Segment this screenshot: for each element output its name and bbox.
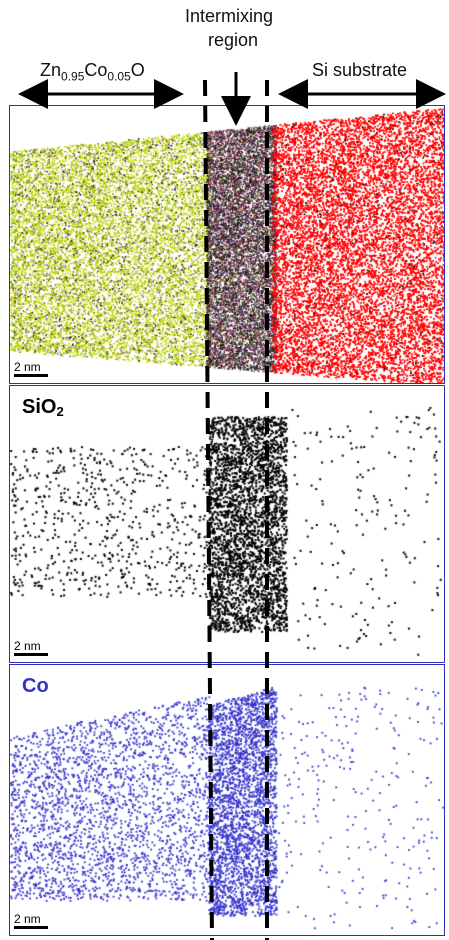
middle-panel: SiO2 2 nm (9, 385, 445, 663)
sio2-map (10, 386, 444, 662)
scale-bar-bottom: 2 nm (14, 913, 54, 929)
bottom-panel: Co 2 nm (9, 664, 445, 936)
intermixing-title: Intermixing (185, 6, 274, 26)
top-panel: 2 nm (9, 105, 445, 384)
co-map (10, 665, 444, 935)
region-title: region (208, 30, 259, 50)
scale-bar-middle: 2 nm (14, 640, 54, 656)
sio2-label: SiO2 (22, 396, 64, 419)
atom-map-overlay (10, 106, 444, 383)
scale-bar-top: 2 nm (14, 361, 54, 377)
si-substrate-label: Si substrate (312, 60, 408, 80)
zno-label: Zn0.95Co0.05O (40, 60, 145, 84)
co-label: Co (22, 675, 49, 697)
